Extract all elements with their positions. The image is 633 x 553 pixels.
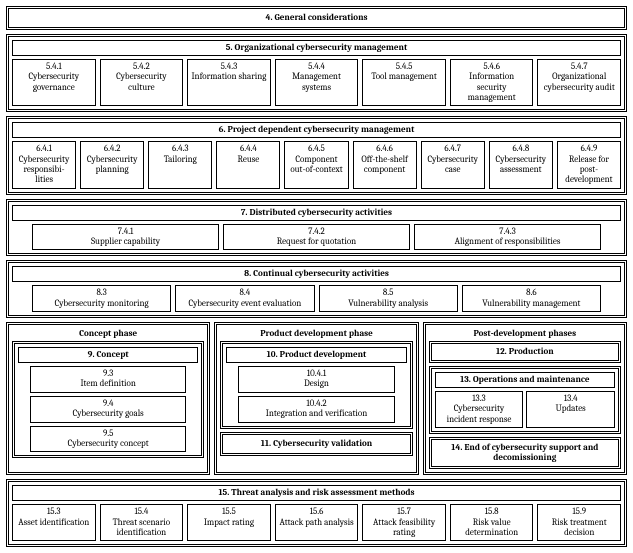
section-8: 8. Continual cybersecurity activities 8.… <box>6 260 627 318</box>
item-6-4-7: 6.4.7Cybersecurity case <box>421 141 485 188</box>
section-10-header: 10. Product development <box>226 347 406 363</box>
section-13-header: 13. Operations and maintenance <box>435 372 615 388</box>
section-11: 11. Cybersecurity validation <box>220 432 412 456</box>
item-15-4: 15.4Threat scenario identification <box>100 504 184 541</box>
section-8-items: 8.3Cybersecurity monitoring 8.4Cybersecu… <box>12 285 621 312</box>
item-5-4-7: 5.4.7Organizational cybersecurity audit <box>537 59 621 106</box>
section-15-header: 15. Threat analysis and risk assessment … <box>12 485 621 501</box>
section-5-items: 5.4.1Cybersecurity governance 5.4.2Cyber… <box>12 59 621 106</box>
item-8-5: 8.5Vulnerability analysis <box>319 285 458 312</box>
item-6-4-6: 6.4.6Off-the-shelf component <box>353 141 417 188</box>
item-15-8: 15.8Risk value determination <box>450 504 534 541</box>
product-dev-title: Product development phase <box>220 328 412 341</box>
item-15-3: 15.3Asset identification <box>12 504 96 541</box>
item-6-4-3: 6.4.3Tailoring <box>148 141 212 188</box>
section-9: 9. Concept 9.3Item definition 9.4Cyberse… <box>12 341 204 458</box>
section-7-header: 7. Distributed cybersecurity activities <box>12 205 621 221</box>
section-14: 14. End of cybersecurity support and dec… <box>429 437 621 469</box>
section-5: 5. Organizational cybersecurity manageme… <box>6 34 627 112</box>
item-13-4: 13.4Updates <box>526 391 615 428</box>
item-15-7: 15.7Attack feasibility rating <box>362 504 446 541</box>
item-6-4-8: 6.4.8Cybersecurity assessment <box>489 141 553 188</box>
section-7-items: 7.4.1Supplier capability 7.4.2Request fo… <box>12 224 621 251</box>
item-10-4-2: 10.4.2Integration and verification <box>238 396 394 423</box>
item-15-5: 15.5Impact rating <box>187 504 271 541</box>
item-5-4-1: 5.4.1Cybersecurity governance <box>12 59 96 106</box>
item-5-4-4: 5.4.4Management systems <box>275 59 359 106</box>
section-6-header: 6. Project dependent cybersecurity manag… <box>12 122 621 138</box>
item-7-4-3: 7.4.3Alignment of responsibilities <box>414 224 601 251</box>
item-8-3: 8.3Cybersecurity monitoring <box>32 285 171 312</box>
item-9-4: 9.4Cybersecurity goals <box>30 396 186 423</box>
item-6-4-5: 6.4.5Component out-of-context <box>284 141 348 188</box>
item-9-5: 9.5Cybersecurity concept <box>30 426 186 453</box>
section-5-header: 5. Organizational cybersecurity manageme… <box>12 40 621 56</box>
section-4: 4. General considerations <box>6 6 627 30</box>
post-dev-title: Post-development phases <box>429 328 621 341</box>
item-6-4-2: 6.4.2Cybersecurity planning <box>80 141 144 188</box>
item-8-6: 8.6Vulnerability management <box>462 285 601 312</box>
item-15-6: 15.6Attack path analysis <box>275 504 359 541</box>
item-10-4-1: 10.4.1Design <box>238 366 394 393</box>
item-5-4-6: 5.4.6Information security management <box>450 59 534 106</box>
item-7-4-1: 7.4.1Supplier capability <box>32 224 219 251</box>
section-15-items: 15.3Asset identification 15.4Threat scen… <box>12 504 621 541</box>
concept-phase: Concept phase 9. Concept 9.3Item definit… <box>6 322 210 475</box>
section-12: 12. Production <box>429 341 621 363</box>
section-9-header: 9. Concept <box>18 347 198 363</box>
item-8-4: 8.4Cybersecurity event evaluation <box>175 285 314 312</box>
section-13: 13. Operations and maintenance 13.3Cyber… <box>429 366 621 434</box>
product-dev-phase: Product development phase 10. Product de… <box>214 322 418 475</box>
post-dev-phase: Post-development phases 12. Production 1… <box>423 322 627 475</box>
item-6-4-9: 6.4.9Release for post- development <box>557 141 621 188</box>
section-6-items: 6.4.1Cybersecurity responsibi- lities 6.… <box>12 141 621 188</box>
section-7: 7. Distributed cybersecurity activities … <box>6 199 627 257</box>
item-13-3: 13.3Cybersecurity incident response <box>435 391 524 428</box>
item-5-4-3: 5.4.3Information sharing <box>187 59 271 106</box>
item-5-4-5: 5.4.5Tool management <box>362 59 446 106</box>
item-5-4-2: 5.4.2Cybersecurity culture <box>100 59 184 106</box>
section-6: 6. Project dependent cybersecurity manag… <box>6 116 627 194</box>
concept-phase-title: Concept phase <box>12 328 204 341</box>
section-15: 15. Threat analysis and risk assessment … <box>6 479 627 547</box>
lifecycle-phases: Concept phase 9. Concept 9.3Item definit… <box>6 322 627 475</box>
section-10: 10. Product development 10.4.1Design 10.… <box>220 341 412 428</box>
item-15-9: 15.9Risk treatment decision <box>537 504 621 541</box>
section-8-header: 8. Continual cybersecurity activities <box>12 266 621 282</box>
item-7-4-2: 7.4.2Request for quotation <box>223 224 410 251</box>
item-9-3: 9.3Item definition <box>30 366 186 393</box>
item-6-4-1: 6.4.1Cybersecurity responsibi- lities <box>12 141 76 188</box>
item-6-4-4: 6.4.4Reuse <box>216 141 280 188</box>
